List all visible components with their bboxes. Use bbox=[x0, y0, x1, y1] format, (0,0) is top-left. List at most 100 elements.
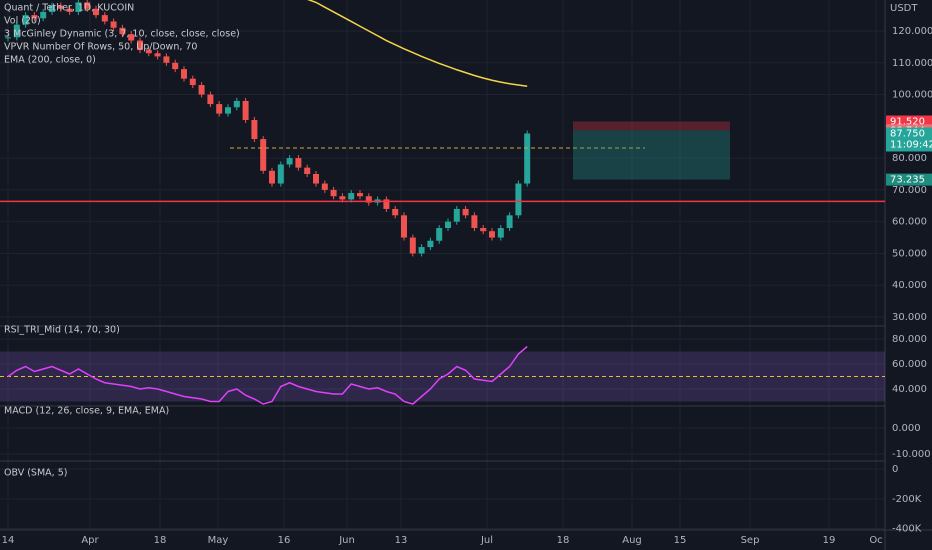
y-tick-label: 40.000 bbox=[892, 280, 927, 291]
price-tag-label: 73.235 bbox=[890, 175, 925, 186]
main-pane bbox=[0, 0, 885, 257]
date-label: 15 bbox=[674, 535, 687, 546]
y-tick-label: 120.000 bbox=[892, 26, 932, 37]
candle bbox=[489, 231, 495, 238]
candle bbox=[172, 62, 179, 70]
candle bbox=[401, 215, 407, 238]
candle bbox=[277, 164, 284, 184]
candle bbox=[409, 237, 416, 254]
legend-entry[interactable]: 3 McGinley Dynamic (3, 7, 10, close, clo… bbox=[4, 29, 240, 40]
candle bbox=[242, 100, 249, 120]
date-label: Jul bbox=[480, 535, 493, 546]
legend-entry[interactable]: VPVR Number Of Rows, 50, Up/Down, 70 bbox=[4, 42, 197, 53]
date-label: 14 bbox=[2, 535, 15, 546]
candle bbox=[84, 2, 91, 9]
candle bbox=[66, 8, 73, 12]
y-tick-label: 110.000 bbox=[892, 58, 932, 69]
grid bbox=[0, 0, 885, 530]
y-tick-label: 30.000 bbox=[892, 312, 927, 323]
candle bbox=[13, 24, 20, 38]
price-tag-label: 87.750 bbox=[890, 128, 925, 139]
candle bbox=[128, 34, 135, 41]
y-tick-label: 80.000 bbox=[892, 334, 927, 345]
candle bbox=[321, 183, 328, 190]
legend-entry[interactable]: Quant / Tether, 1D, KUCOIN bbox=[4, 3, 134, 14]
rsi-title: RSI_TRI_Mid (14, 70, 30) bbox=[4, 325, 120, 336]
candle bbox=[49, 5, 55, 12]
candle bbox=[462, 208, 469, 216]
candle bbox=[515, 183, 522, 216]
candle bbox=[286, 158, 293, 165]
candle bbox=[119, 27, 126, 35]
candle bbox=[198, 85, 205, 95]
candle bbox=[93, 8, 99, 16]
candle bbox=[260, 139, 267, 171]
candle bbox=[101, 15, 108, 22]
candle bbox=[251, 119, 258, 140]
candle bbox=[453, 208, 460, 222]
y-tick-label: -10.000 bbox=[892, 449, 931, 460]
candle bbox=[427, 240, 434, 248]
date-label: Aug bbox=[622, 535, 642, 546]
candle bbox=[31, 15, 38, 19]
candle bbox=[365, 196, 372, 203]
y-tick-label: -400K bbox=[892, 524, 922, 535]
y-tick-label: 40.000 bbox=[892, 384, 927, 395]
date-label: 13 bbox=[395, 535, 408, 546]
candle bbox=[154, 53, 161, 57]
candle bbox=[506, 215, 513, 229]
y-tick-label: 70.000 bbox=[892, 185, 927, 196]
countdown: 11:09:42 bbox=[890, 139, 932, 150]
price-tag bbox=[886, 127, 932, 152]
candle bbox=[225, 107, 231, 114]
candle bbox=[216, 104, 223, 114]
candle bbox=[471, 215, 478, 229]
date-label: Jun bbox=[338, 535, 355, 546]
y-tick-label: 100.000 bbox=[892, 90, 932, 101]
legend-entry[interactable]: Vol (20) bbox=[4, 16, 41, 27]
candle bbox=[233, 100, 240, 108]
rsi-line bbox=[7, 345, 528, 405]
candle bbox=[145, 50, 152, 54]
candle bbox=[181, 69, 187, 79]
date-label: 18 bbox=[154, 535, 167, 546]
candle bbox=[40, 11, 47, 19]
candle bbox=[339, 196, 346, 200]
y-tick-label: 60.000 bbox=[892, 217, 927, 228]
legend-entry[interactable]: EMA (200, close, 0) bbox=[4, 55, 96, 66]
candle bbox=[57, 5, 64, 9]
candle bbox=[436, 228, 443, 241]
stop-zone bbox=[573, 121, 730, 131]
candle bbox=[304, 167, 311, 174]
candle bbox=[497, 228, 504, 238]
candle bbox=[189, 78, 196, 86]
candle bbox=[357, 193, 363, 197]
candle bbox=[418, 247, 425, 254]
candle bbox=[5, 37, 11, 39]
candle bbox=[313, 174, 319, 184]
price-tag bbox=[886, 173, 932, 186]
candle bbox=[110, 21, 117, 28]
candle bbox=[383, 199, 390, 209]
candle bbox=[163, 56, 170, 63]
date-label: Oc bbox=[869, 535, 882, 546]
date-label: 19 bbox=[823, 535, 836, 546]
candle bbox=[269, 170, 275, 184]
y-tick-label: 80.000 bbox=[892, 153, 927, 164]
candle bbox=[480, 228, 487, 232]
target-zone bbox=[573, 130, 730, 180]
candle bbox=[22, 15, 29, 25]
unit-label: USDT bbox=[890, 3, 918, 14]
candle bbox=[137, 40, 143, 51]
candle bbox=[75, 2, 82, 12]
candle bbox=[348, 193, 355, 200]
y-tick-label: 0 bbox=[892, 464, 898, 475]
date-label: May bbox=[208, 535, 229, 546]
candle bbox=[295, 158, 302, 168]
date-label: 18 bbox=[557, 535, 570, 546]
y-tick-label: 50.000 bbox=[892, 248, 927, 259]
candle bbox=[445, 221, 451, 229]
